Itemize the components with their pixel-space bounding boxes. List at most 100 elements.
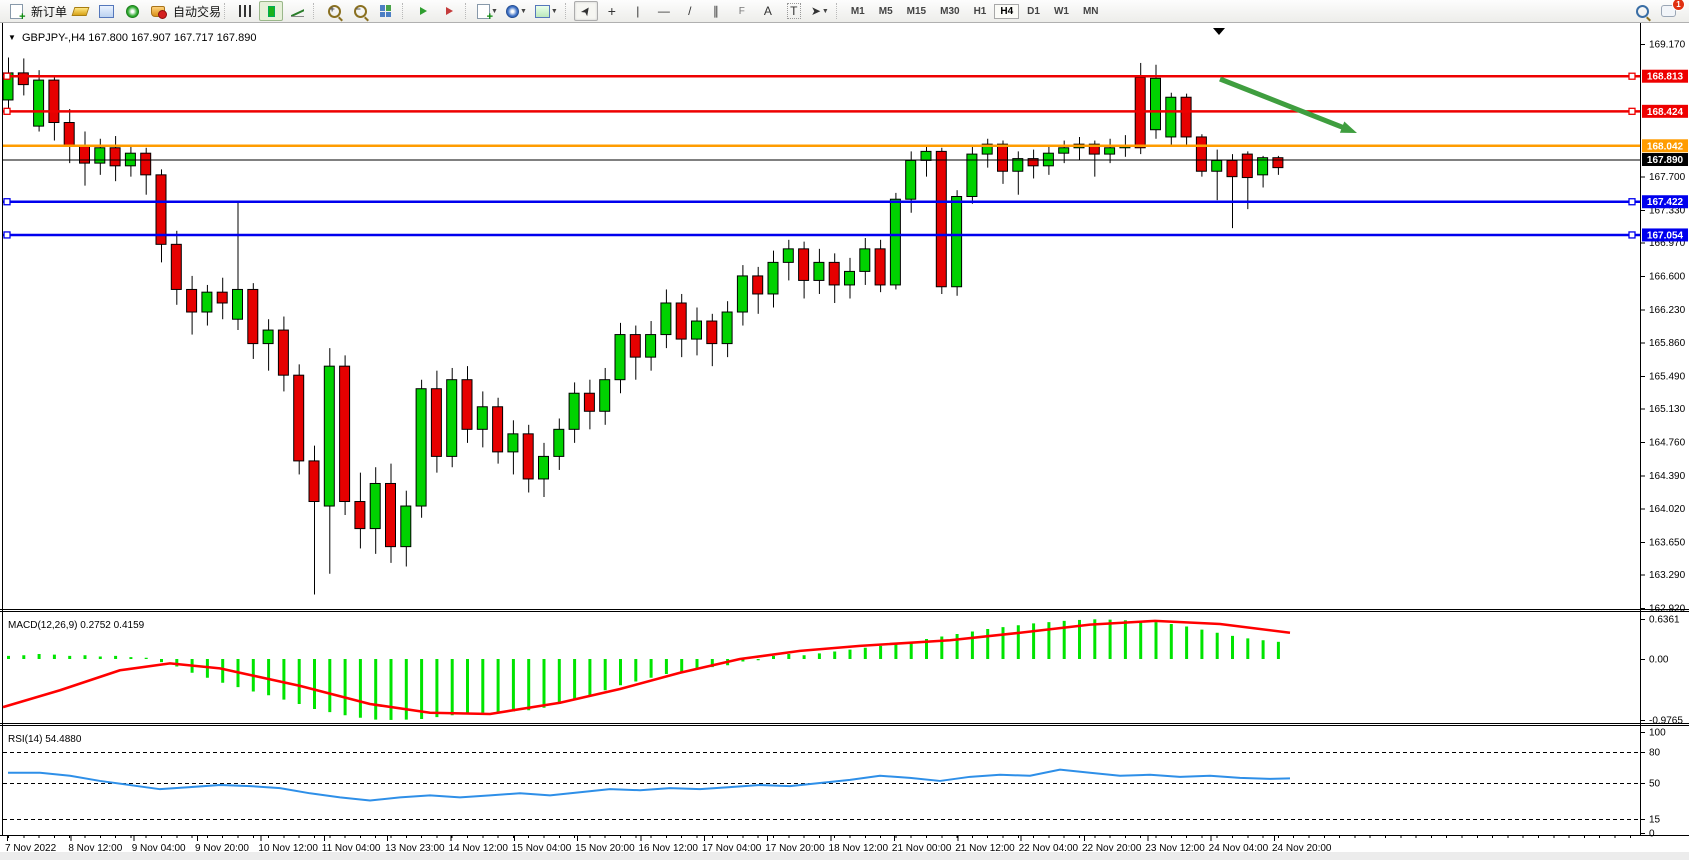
text-label-tool-button[interactable]: T	[782, 1, 806, 21]
candle-down	[1180, 96, 1192, 138]
timeframe-mn[interactable]: MN	[1082, 5, 1099, 17]
line-anchor[interactable]	[3, 198, 11, 206]
price-tick-label: 165.860	[1649, 338, 1686, 349]
timeframe-h4[interactable]: H4	[994, 3, 1020, 19]
candle-up	[721, 311, 733, 345]
line-anchor[interactable]	[1628, 198, 1636, 206]
fibonacci-tool-button[interactable]: F	[730, 1, 754, 21]
auto-scroll-icon	[419, 7, 427, 15]
candle-up	[369, 482, 381, 530]
candle-down	[461, 379, 473, 430]
zoom-out-button[interactable]: −	[348, 1, 372, 21]
search-button[interactable]	[1630, 1, 1654, 21]
svg-text:167.890: 167.890	[1647, 155, 1684, 166]
line-anchor[interactable]	[3, 72, 11, 80]
line-anchor[interactable]	[1628, 231, 1636, 239]
candle-up	[599, 379, 611, 412]
candle-down	[798, 248, 810, 281]
timeframe-m1[interactable]: M1	[850, 5, 865, 17]
horizontal-line-167.422[interactable]	[3, 198, 1640, 206]
autotrade-button[interactable]	[146, 1, 170, 21]
candle-down	[492, 406, 504, 453]
price-chart-svg[interactable]: 169.170 167.700 167.330 166.970 166.600 166.2…	[0, 23, 1689, 860]
templates-button[interactable]: ▼	[532, 1, 561, 21]
candle-down	[1088, 143, 1100, 155]
horizontal-line-tool-button[interactable]: —	[652, 1, 676, 21]
channel-tool-button[interactable]: ∥	[704, 1, 728, 21]
svg-text:168.813: 168.813	[1647, 72, 1684, 83]
candle-down	[247, 288, 259, 345]
time-label: 23 Nov 12:00	[1145, 843, 1205, 854]
candlesticks	[2, 57, 1284, 595]
cursor-tool-button[interactable]: ➤	[573, 1, 598, 21]
crosshair-icon: +	[607, 3, 616, 19]
symbol-dropdown-icon[interactable]: ▼	[8, 33, 16, 42]
rsi-panel: RSI(14) 54.4880 100 80 50 15 0	[3, 728, 1666, 840]
line-anchor[interactable]	[3, 107, 11, 115]
time-label: 7 Nov 2022	[5, 843, 57, 854]
line-anchor[interactable]	[1628, 72, 1636, 80]
candle-up	[905, 159, 917, 200]
candle-up	[1257, 157, 1269, 176]
text-tool-button[interactable]: A	[756, 1, 780, 21]
chart-shift-marker[interactable]	[1213, 28, 1225, 35]
price-tag-167.422: 167.422	[1642, 195, 1688, 209]
time-label: 21 Nov 12:00	[955, 843, 1015, 854]
line-chart-button[interactable]	[285, 1, 309, 21]
timeframe-m15[interactable]: M15	[906, 5, 927, 17]
signal-icon	[125, 4, 139, 18]
candle-up	[951, 196, 963, 288]
line-anchor[interactable]	[3, 231, 11, 239]
price-tick-label: 166.600	[1649, 271, 1686, 282]
candle-down	[997, 143, 1008, 172]
bar-chart-icon	[239, 5, 252, 17]
chart-shift-button[interactable]	[437, 1, 461, 21]
candle-down	[339, 365, 351, 503]
periods-button[interactable]: ▼	[503, 1, 530, 21]
candle-up	[920, 150, 932, 161]
horizontal-line-168.424[interactable]	[3, 107, 1640, 115]
macd-tick-label: 0.6361	[1649, 615, 1680, 626]
arrows-tool-button[interactable]: ➤ ▼	[808, 1, 832, 21]
time-label: 17 Nov 20:00	[765, 843, 825, 854]
chevron-down-icon: ▼	[519, 7, 527, 15]
timeframe-m30[interactable]: M30	[940, 5, 960, 17]
horizontal-line-167.054[interactable]	[3, 231, 1640, 239]
zoom-in-icon: +	[327, 4, 341, 18]
market-watch-button[interactable]	[68, 1, 92, 21]
candlestick-chart-button[interactable]	[259, 1, 284, 21]
horizontal-line-168.813[interactable]	[3, 72, 1640, 80]
text-icon: A	[763, 4, 772, 18]
timeframe-d1[interactable]: D1	[1027, 5, 1040, 17]
charts-window-button[interactable]	[94, 1, 118, 21]
signals-button[interactable]	[120, 1, 144, 21]
price-axis[interactable]: 169.170 167.700 167.330 166.970 166.600 166.2…	[1640, 40, 1686, 615]
time-axis[interactable]: 7 Nov 2022 8 Nov 12:00 9 Nov 04:00 9 Nov 20…	[5, 836, 1631, 854]
cursor-icon: ➤	[577, 2, 595, 20]
chat-button[interactable]: 1	[1656, 0, 1685, 21]
new-order-label[interactable]: 新订单	[31, 4, 68, 19]
candle-down	[170, 243, 182, 290]
crosshair-tool-button[interactable]: +	[600, 1, 624, 21]
timeframe-h1[interactable]: H1	[973, 5, 987, 17]
candle-down	[216, 291, 228, 304]
chevron-down-icon: ▼	[550, 7, 558, 15]
autotrade-label[interactable]: 自动交易	[173, 4, 222, 19]
tile-windows-button[interactable]	[374, 1, 398, 21]
zoom-in-button[interactable]: +	[322, 1, 346, 21]
bar-chart-button[interactable]	[233, 1, 257, 21]
candle-up	[1058, 147, 1070, 154]
auto-scroll-button[interactable]	[411, 1, 435, 21]
indicators-button[interactable]: + ▼	[474, 1, 501, 22]
trend-arrow[interactable]	[1219, 76, 1357, 133]
price-tick-label: 165.130	[1649, 404, 1686, 415]
line-anchor[interactable]	[1628, 107, 1636, 115]
vertical-line-tool-button[interactable]: |	[626, 1, 650, 21]
chart-area[interactable]: 169.170 167.700 167.330 166.970 166.600 166.2…	[0, 23, 1689, 860]
trendline-tool-button[interactable]: /	[678, 1, 702, 21]
time-label: 10 Nov 12:00	[258, 843, 318, 854]
price-tick-label: 163.290	[1649, 570, 1686, 581]
timeframe-m5[interactable]: M5	[878, 5, 893, 17]
timeframe-w1[interactable]: W1	[1053, 5, 1069, 17]
new-order-button[interactable]: +	[4, 1, 28, 22]
